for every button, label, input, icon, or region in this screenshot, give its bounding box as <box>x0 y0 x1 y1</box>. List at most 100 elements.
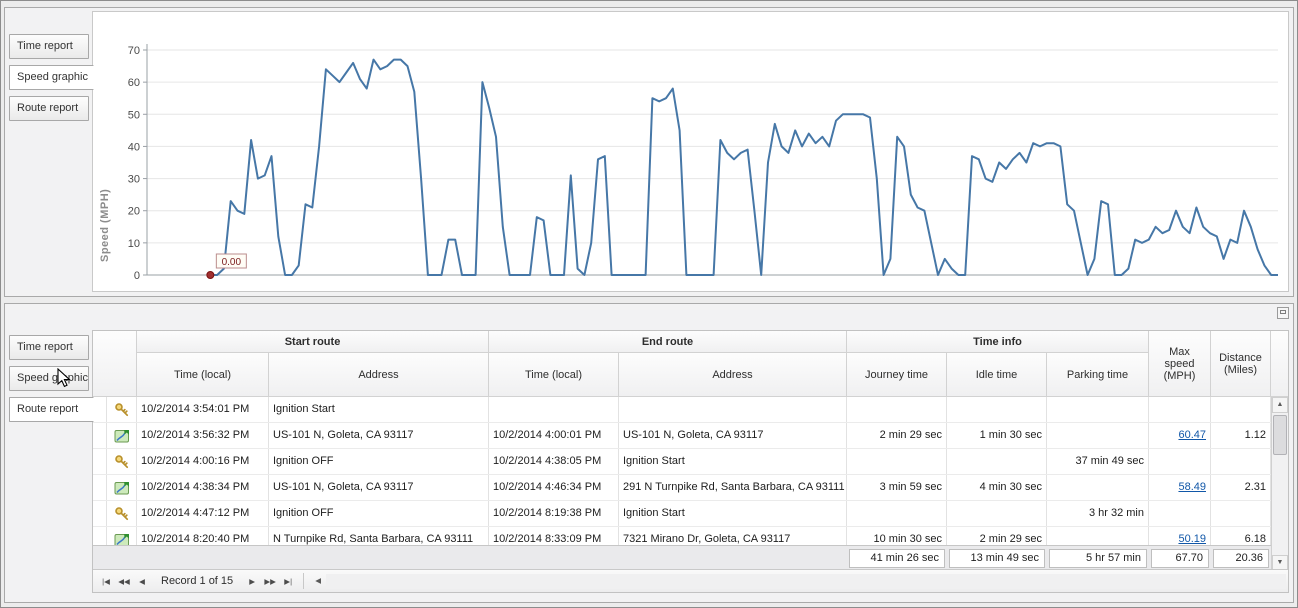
row-type-icon <box>114 480 130 496</box>
report-tabstrip: Time report Speed graphic Route report <box>9 304 101 428</box>
prev-page-button[interactable]: ◀◀ <box>118 577 130 586</box>
row-type-icon <box>114 506 130 522</box>
column-header-max-speed[interactable]: Max speed (MPH) <box>1149 331 1211 397</box>
last-record-button[interactable]: ▶| <box>284 577 293 586</box>
cell-start-time: 10/2/2014 4:38:34 PM <box>137 475 269 500</box>
column-header-idle-time[interactable]: Idle time <box>947 353 1047 397</box>
group-time-info: Time info <box>847 331 1149 353</box>
max-speed-link[interactable]: 58.49 <box>1178 481 1206 493</box>
cell-distance <box>1211 397 1271 422</box>
cell-max-speed: 50.19 <box>1149 527 1211 545</box>
y-axis-label: Speed (MPH) <box>99 188 111 262</box>
horizontal-scrollbar[interactable]: ◀ <box>310 573 1286 590</box>
next-page-button[interactable]: ▶▶ <box>264 577 276 586</box>
cell-journey-time: 2 min 29 sec <box>847 423 947 448</box>
cell-start-address: US-101 N, Goleta, CA 93117 <box>269 475 489 500</box>
cell-idle-time: 4 min 30 sec <box>947 475 1047 500</box>
header-filler <box>1271 331 1288 397</box>
table-row[interactable]: 10/2/2014 4:38:34 PM US-101 N, Goleta, C… <box>93 475 1288 501</box>
row-type-cell <box>107 449 137 474</box>
svg-text:60: 60 <box>128 77 140 89</box>
column-header-parking-time[interactable]: Parking time <box>1047 353 1149 397</box>
route-map-icon <box>114 533 129 545</box>
cell-parking-time: 3 hr 32 min <box>1047 501 1149 526</box>
row-indicator <box>93 501 107 526</box>
next-record-button[interactable]: ▶ <box>249 577 256 586</box>
cell-end-time: 10/2/2014 8:19:38 PM <box>489 501 619 526</box>
prev-record-button[interactable]: ◀ <box>139 577 145 586</box>
route-map-icon <box>114 481 129 494</box>
row-type-icon <box>114 454 130 470</box>
cell-start-address: Ignition OFF <box>269 501 489 526</box>
scroll-up-icon[interactable]: ▲ <box>1272 397 1288 413</box>
table-row[interactable]: 10/2/2014 3:56:32 PM US-101 N, Goleta, C… <box>93 423 1288 449</box>
tab-speed-graphic[interactable]: Speed graphic <box>9 65 94 90</box>
cell-idle-time: 2 min 29 sec <box>947 527 1047 545</box>
svg-text:50: 50 <box>128 109 140 121</box>
tab-route-report[interactable]: Route report <box>9 397 94 422</box>
summary-row: 41 min 26 sec 13 min 49 sec 5 hr 57 min … <box>93 545 1288 571</box>
ignition-key-icon <box>114 402 128 416</box>
table-header: Start route End route Time info Time (lo… <box>93 331 1288 397</box>
horizontal-scrollbar-track[interactable] <box>326 573 1286 589</box>
table-row[interactable]: 10/2/2014 8:20:40 PM N Turnpike Rd, Sant… <box>93 527 1288 545</box>
table-row[interactable]: 10/2/2014 4:00:16 PM Ignition OFF 10/2/2… <box>93 449 1288 475</box>
cell-end-address: US-101 N, Goleta, CA 93117 <box>619 423 847 448</box>
cell-distance: 2.31 <box>1211 475 1271 500</box>
svg-text:70: 70 <box>128 45 140 57</box>
tab-speed-graphic[interactable]: Speed graphic <box>9 366 89 391</box>
speed-graphic-panel: Time report Speed graphic Route report S… <box>4 7 1294 297</box>
tab-time-report[interactable]: Time report <box>9 335 89 360</box>
column-header-start-address[interactable]: Address <box>269 353 489 397</box>
report-tabstrip: Time report Speed graphic Route report <box>9 8 101 127</box>
cell-parking-time <box>1047 423 1149 448</box>
vertical-scrollbar-thumb[interactable] <box>1273 415 1287 455</box>
cell-journey-time <box>847 449 947 474</box>
first-record-button[interactable]: |◀ <box>102 577 110 586</box>
column-header-distance[interactable]: Distance (Miles) <box>1211 331 1271 397</box>
cell-distance: 6.18 <box>1211 527 1271 545</box>
collapse-button[interactable] <box>1277 307 1289 319</box>
tab-time-report[interactable]: Time report <box>9 34 89 59</box>
max-speed-link[interactable]: 60.47 <box>1178 429 1206 441</box>
row-indicator <box>93 397 107 422</box>
cell-parking-time <box>1047 527 1149 545</box>
collapse-icon <box>1280 310 1286 314</box>
cell-start-address: Ignition Start <box>269 397 489 422</box>
cell-idle-time: 1 min 30 sec <box>947 423 1047 448</box>
column-header-journey-time[interactable]: Journey time <box>847 353 947 397</box>
cell-distance: 1.12 <box>1211 423 1271 448</box>
column-header-end-time[interactable]: Time (local) <box>489 353 619 397</box>
svg-text:0.00: 0.00 <box>222 257 242 268</box>
cell-end-address: Ignition Start <box>619 501 847 526</box>
cell-start-address: US-101 N, Goleta, CA 93117 <box>269 423 489 448</box>
table-row[interactable]: 10/2/2014 4:47:12 PM Ignition OFF 10/2/2… <box>93 501 1288 527</box>
cell-idle-time <box>947 397 1047 422</box>
scroll-left-icon[interactable]: ◀ <box>315 576 322 585</box>
tab-route-report[interactable]: Route report <box>9 96 89 121</box>
cell-journey-time <box>847 501 947 526</box>
cell-journey-time: 10 min 30 sec <box>847 527 947 545</box>
group-start-route: Start route <box>137 331 489 353</box>
column-header-end-address[interactable]: Address <box>619 353 847 397</box>
cell-max-speed: 58.49 <box>1149 475 1211 500</box>
route-map-icon <box>114 429 129 442</box>
ignition-key-icon <box>114 506 128 520</box>
route-report-panel: Time report Speed graphic Route report S… <box>4 303 1294 603</box>
row-type-cell <box>107 501 137 526</box>
route-table: Start route End route Time info Time (lo… <box>92 330 1289 593</box>
cell-idle-time <box>947 501 1047 526</box>
vertical-scrollbar[interactable]: ▲ ▼ <box>1271 397 1288 571</box>
row-type-cell <box>107 475 137 500</box>
cell-end-time: 10/2/2014 4:38:05 PM <box>489 449 619 474</box>
table-row[interactable]: 10/2/2014 3:54:01 PM Ignition Start <box>93 397 1288 423</box>
max-speed-link[interactable]: 50.19 <box>1178 533 1206 545</box>
summary-max-speed: 67.70 <box>1151 549 1209 568</box>
summary-distance: 20.36 <box>1213 549 1269 568</box>
cell-journey-time <box>847 397 947 422</box>
svg-text:20: 20 <box>128 206 140 218</box>
column-header-start-time[interactable]: Time (local) <box>137 353 269 397</box>
summary-parking-time: 5 hr 57 min <box>1049 549 1147 568</box>
cell-parking-time <box>1047 397 1149 422</box>
row-indicator <box>93 527 107 545</box>
